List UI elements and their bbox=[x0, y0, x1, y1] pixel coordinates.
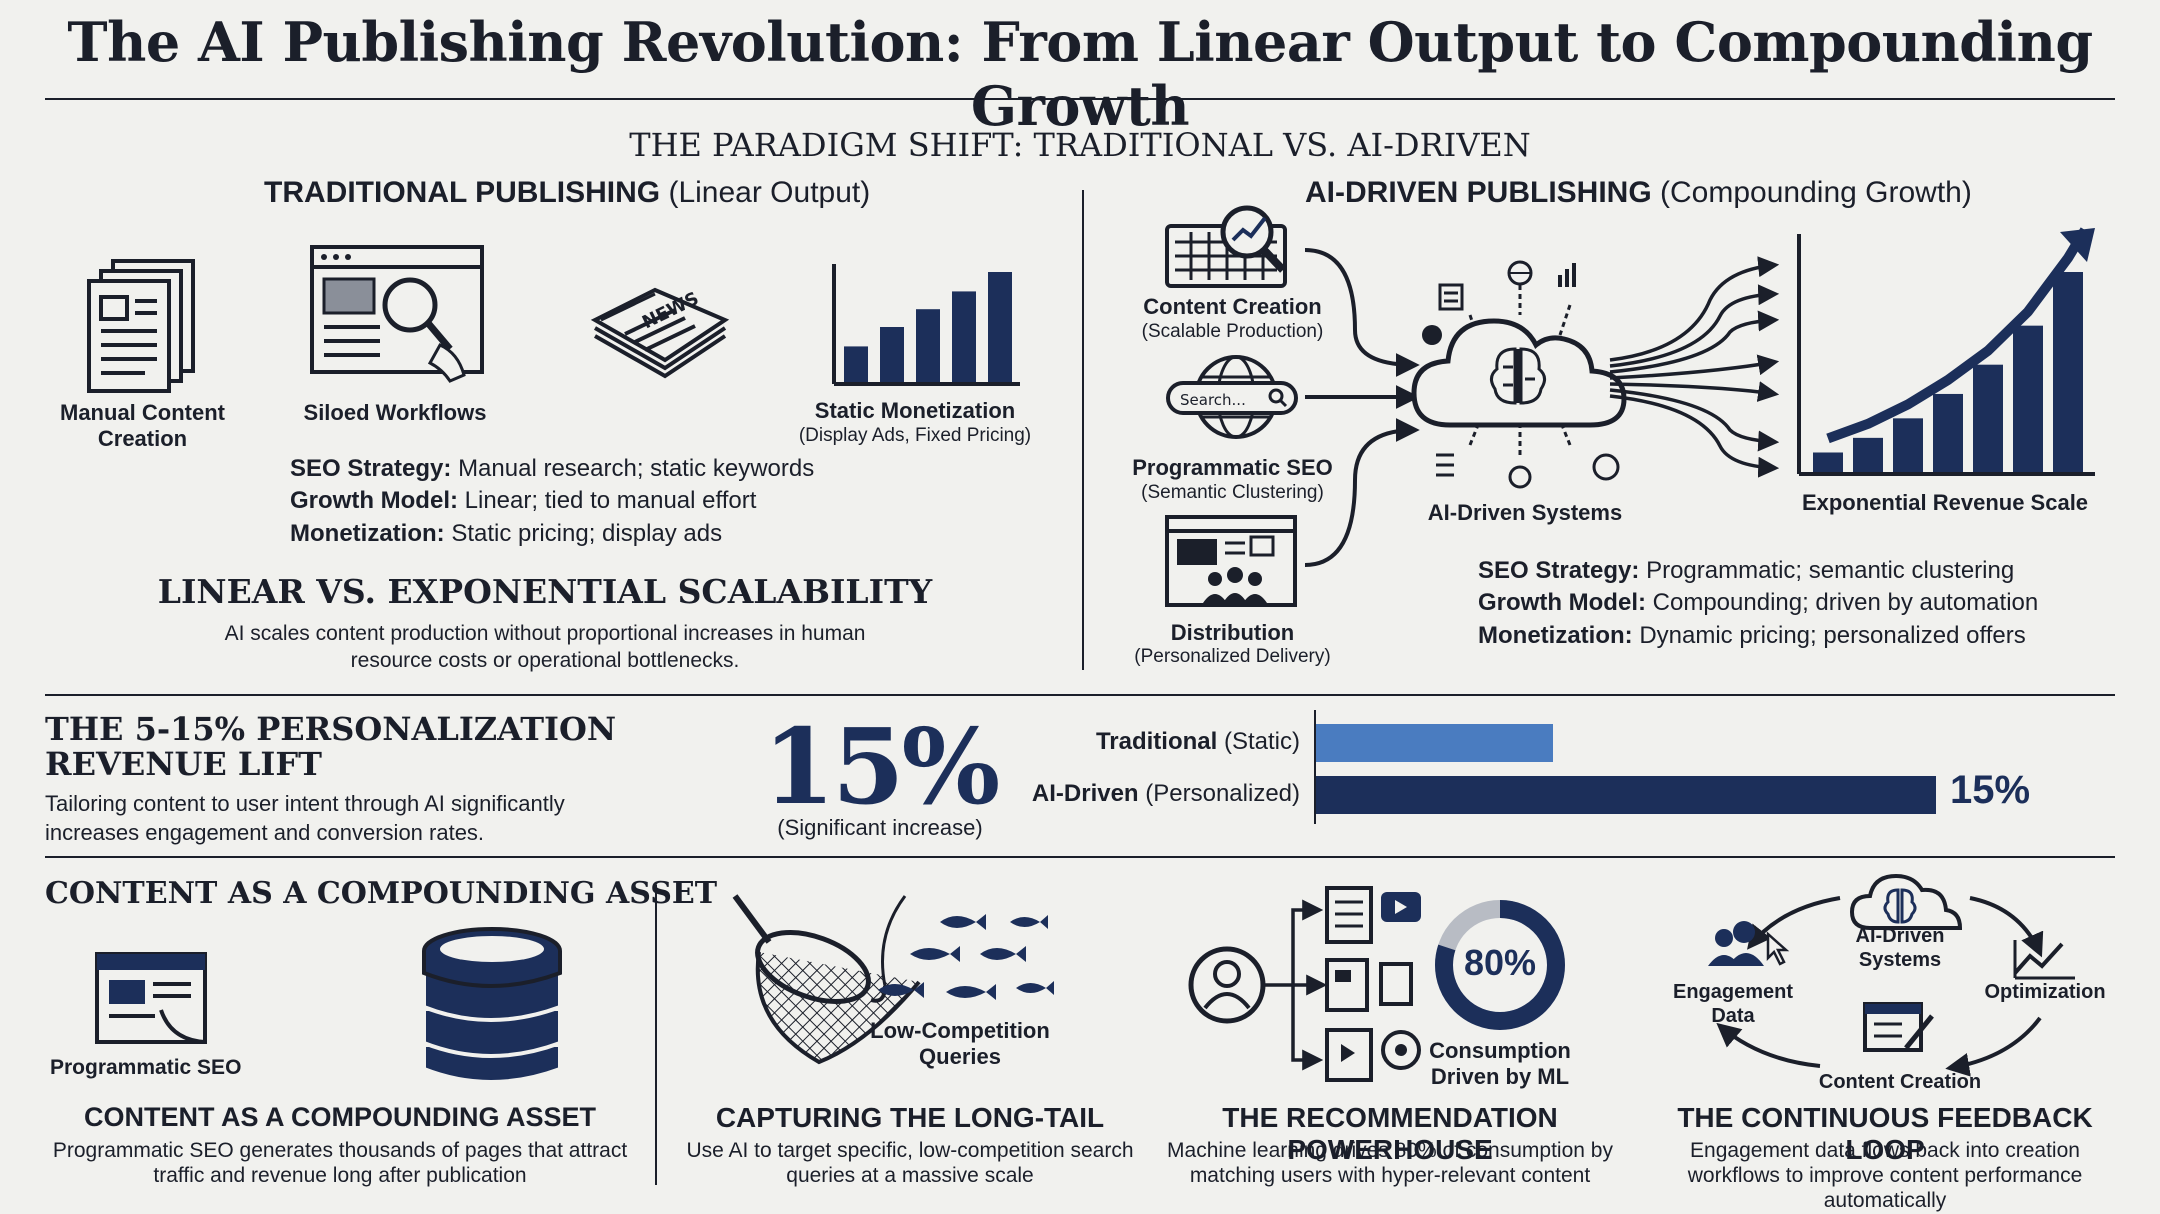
personalization-heading: THE 5-15% PERSONALIZATION REVENUE LIFT bbox=[45, 710, 617, 784]
exponential-chart-icon bbox=[1797, 227, 2095, 476]
card1-icon-label: Programmatic SEO bbox=[50, 1056, 242, 1079]
documents-icon bbox=[87, 259, 195, 393]
static-monetization-label: Static Monetization bbox=[814, 398, 1016, 423]
revenue-scale-label: Exponential Revenue Scale bbox=[1801, 490, 2089, 515]
ai-fact-seo: SEO Strategy: Programmatic; semantic clu… bbox=[1478, 557, 2015, 584]
newspaper-icon: NEWS bbox=[590, 287, 730, 379]
content-creation-label: Content Creation bbox=[1143, 294, 1322, 319]
section-rule-1 bbox=[45, 694, 2115, 696]
scalability-heading: LINEAR VS. EXPONENTIAL SCALABILITY bbox=[157, 572, 933, 611]
loop-left-label: Engagement Data bbox=[1672, 981, 1794, 1027]
trad-bar-1 bbox=[880, 327, 904, 382]
ai-heading: AI-DRIVEN PUBLISHING (Compounding Growth… bbox=[1305, 176, 1972, 209]
ai-bar-2 bbox=[1893, 418, 1923, 472]
distribution-sub: (Personalized Delivery) bbox=[1134, 646, 1331, 667]
paradigm-heading: THE PARADIGM SHIFT: TRADITIONAL VS. AI-D… bbox=[629, 126, 1531, 164]
loop-right-label: Optimization bbox=[1984, 981, 2106, 1003]
big-stat: 15% bbox=[762, 705, 1001, 828]
globe-search-icon: Search... bbox=[1166, 355, 1298, 439]
card2-body: Use AI to target specific, low-competiti… bbox=[686, 1139, 1134, 1188]
ai-facts: SEO Strategy: Programmatic; semantic clu… bbox=[1478, 555, 2038, 652]
donut-80-icon bbox=[1435, 900, 1565, 1030]
section-rule-2 bbox=[45, 856, 2115, 858]
personalization-body: Tailoring content to user intent through… bbox=[45, 791, 565, 845]
distribution-label: Distribution bbox=[1170, 620, 1295, 645]
linear-bar-chart-icon bbox=[832, 264, 1020, 386]
siloed-workflow-icon bbox=[310, 245, 484, 383]
trad-fact-growth: Growth Model: Linear; tied to manual eff… bbox=[290, 487, 757, 515]
growth-arrow-line bbox=[1826, 227, 2090, 444]
ai-bar-1 bbox=[1853, 437, 1883, 472]
card2-title: CAPTURING THE LONG-TAIL bbox=[715, 1102, 1105, 1133]
ai-bar-0 bbox=[1813, 452, 1843, 472]
input-arrows bbox=[1304, 248, 1420, 567]
search-box-text: Search... bbox=[1180, 391, 1246, 409]
growth-arrow-head bbox=[2060, 228, 2095, 262]
card1-title: CONTENT AS A COMPOUNDING ASSET bbox=[83, 1102, 596, 1132]
big-stat-sub: (Significant increase) bbox=[777, 815, 983, 840]
card3-title: THE RECOMMENDATION POWERHOUSE bbox=[1222, 1102, 1558, 1165]
content-creation-sub: (Scalable Production) bbox=[1141, 321, 1324, 342]
keyboard-magnifier-icon bbox=[1165, 205, 1287, 288]
traditional-heading: TRADITIONAL PUBLISHING (Linear Output) bbox=[264, 176, 871, 209]
distribution-screen-icon bbox=[1165, 515, 1297, 607]
ai-bar-4 bbox=[1973, 364, 2003, 472]
scalability-body: AI scales content production without pro… bbox=[224, 622, 866, 673]
loop-top-label: AI-Driven Systems bbox=[1855, 925, 1945, 971]
card4-body: Engagement data flows back into creation… bbox=[1687, 1139, 2083, 1213]
trad-bar-0 bbox=[844, 346, 868, 382]
title-rule bbox=[45, 98, 2115, 100]
ai-cloud-hub-icon bbox=[1411, 260, 1627, 489]
programmatic-seo-screen-icon bbox=[95, 952, 207, 1044]
traditional-facts: SEO Strategy: Manual research; static ke… bbox=[290, 453, 814, 550]
ai-fact-growth: Growth Model: Compounding; driven by aut… bbox=[1478, 589, 2039, 617]
ai-bar-6 bbox=[2053, 272, 2083, 472]
fish-school-icon bbox=[878, 914, 1054, 1000]
card3-icon-label: Consumption Driven by ML bbox=[1429, 1038, 1571, 1090]
programmatic-seo-label: Programmatic SEO bbox=[1132, 455, 1333, 480]
trad-bar-2 bbox=[916, 309, 940, 382]
bottom-heading: CONTENT AS A COMPOUNDING ASSET bbox=[45, 876, 718, 911]
bar-traditional bbox=[1316, 724, 1554, 762]
static-monetization-sub: (Display Ads, Fixed Pricing) bbox=[798, 425, 1032, 446]
output-arrows bbox=[1609, 256, 1780, 478]
fishing-net-icon bbox=[732, 894, 921, 1065]
bottom-divider bbox=[655, 885, 657, 1185]
bar-label-ai: AI-Driven (Personalized) bbox=[1031, 780, 1300, 807]
bar-label-traditional: Traditional (Static) bbox=[1095, 728, 1300, 755]
bar-axis bbox=[1314, 710, 1316, 824]
card4-title: THE CONTINUOUS FEEDBACK LOOP bbox=[1677, 1102, 2093, 1165]
ai-fact-monetization: Monetization: Dynamic pricing; personali… bbox=[1478, 621, 2026, 649]
card3-body: Machine learning drives 80% of consumpti… bbox=[1167, 1139, 1613, 1188]
database-icon bbox=[422, 927, 562, 1084]
ai-bar-5 bbox=[2013, 325, 2043, 472]
loop-bottom-label: Content Creation bbox=[1818, 1071, 1982, 1093]
recommendation-network-icon bbox=[1188, 886, 1421, 1082]
card1-body: Programmatic SEO generates thousands of … bbox=[52, 1139, 628, 1188]
manual-content-label: Manual Content Creation bbox=[60, 400, 225, 452]
trad-bar-4 bbox=[988, 272, 1012, 382]
trad-bar-3 bbox=[952, 291, 976, 382]
feedback-loop-icon bbox=[1708, 873, 2075, 1077]
siloed-workflows-label: Siloed Workflows bbox=[303, 400, 487, 425]
programmatic-seo-sub: (Semantic Clustering) bbox=[1141, 482, 1324, 503]
trad-fact-monetization: Monetization: Static pricing; display ad… bbox=[290, 519, 723, 547]
card2-icon-label: Low-Competition Queries bbox=[870, 1018, 1050, 1070]
ai-bar-3 bbox=[1933, 393, 1963, 472]
hub-label: AI-Driven Systems bbox=[1427, 500, 1623, 525]
trad-fact-seo: SEO Strategy: Manual research; static ke… bbox=[290, 455, 815, 482]
bar-ai bbox=[1316, 776, 1936, 814]
main-title: The AI Publishing Revolution: From Linea… bbox=[67, 10, 2093, 138]
bar-ai-value-label: 15% bbox=[1950, 768, 2031, 812]
donut-label: 80% bbox=[1463, 942, 1537, 983]
column-divider bbox=[1082, 190, 1084, 670]
